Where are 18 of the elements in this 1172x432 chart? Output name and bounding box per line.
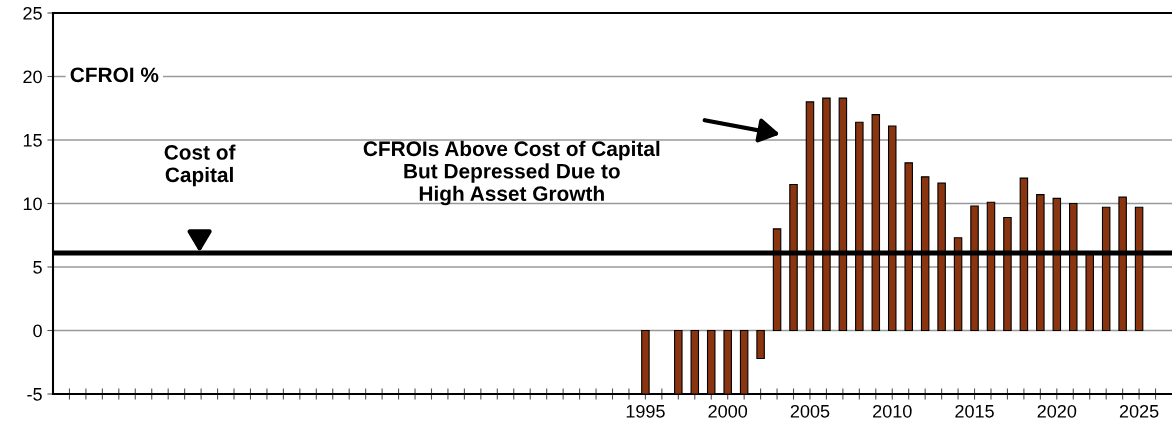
x-tick-label: 1995 — [626, 404, 665, 418]
x-tick-label: 2010 — [873, 404, 912, 418]
y-tick-label: 25 — [23, 6, 42, 20]
bar — [756, 329, 765, 359]
y-tick-label: 20 — [23, 70, 42, 84]
y-tick-label: 10 — [23, 197, 42, 211]
annotation: Cost of Capital — [164, 144, 236, 187]
x-tick-label: 2025 — [1119, 404, 1159, 418]
y-tick-label: -5 — [27, 388, 42, 401]
x-tick-label: 2000 — [708, 404, 748, 418]
y-tick-label: 0 — [33, 324, 42, 338]
annotation: CFROI % — [70, 67, 159, 83]
y-tick-label: 15 — [23, 134, 42, 147]
annotation: CFROIs Above Cost of Capital But Depressed Due to High Asset Growth — [363, 140, 660, 206]
x-tick-label: 2020 — [1037, 404, 1077, 418]
x-tick-label: 2005 — [790, 404, 830, 418]
x-tick-label: 2015 — [955, 404, 994, 418]
y-tick-label: 5 — [33, 261, 42, 274]
